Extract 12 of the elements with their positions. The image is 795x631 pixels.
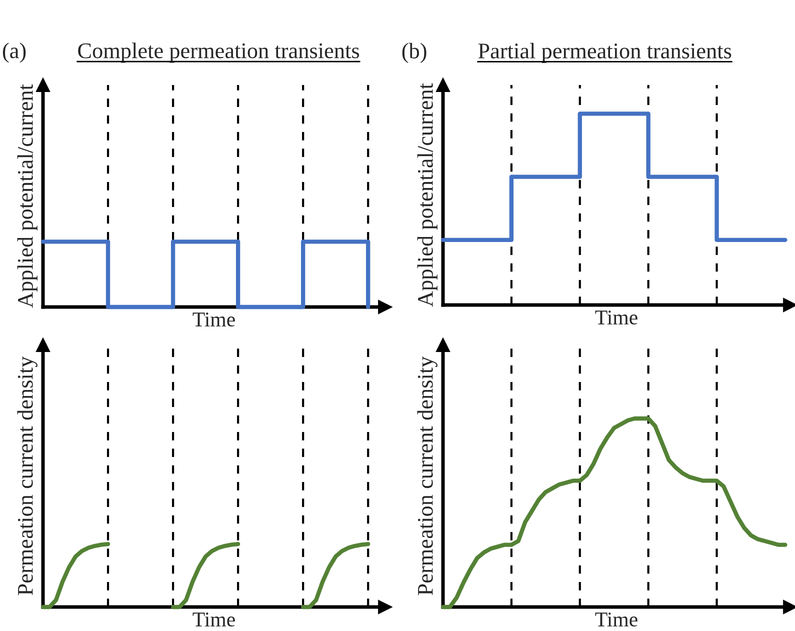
y-axis-title: Permeation current density <box>17 356 38 596</box>
text: (b) <box>402 42 426 63</box>
y-axis-title: Applied potential/current <box>417 83 438 307</box>
y-axis-title: Permeation current density <box>417 356 438 596</box>
x-axis-title: Time <box>192 612 235 627</box>
chart-title: Partial permeation transients <box>478 42 732 63</box>
chart-title: Complete permeation transients <box>78 42 360 63</box>
x-axis-title: Time <box>192 312 235 327</box>
x-axis-title: Time <box>595 612 638 627</box>
y-axis-title: Applied potential/current <box>17 84 38 308</box>
text: (a) <box>2 42 26 63</box>
x-axis-title: Time <box>595 310 638 325</box>
